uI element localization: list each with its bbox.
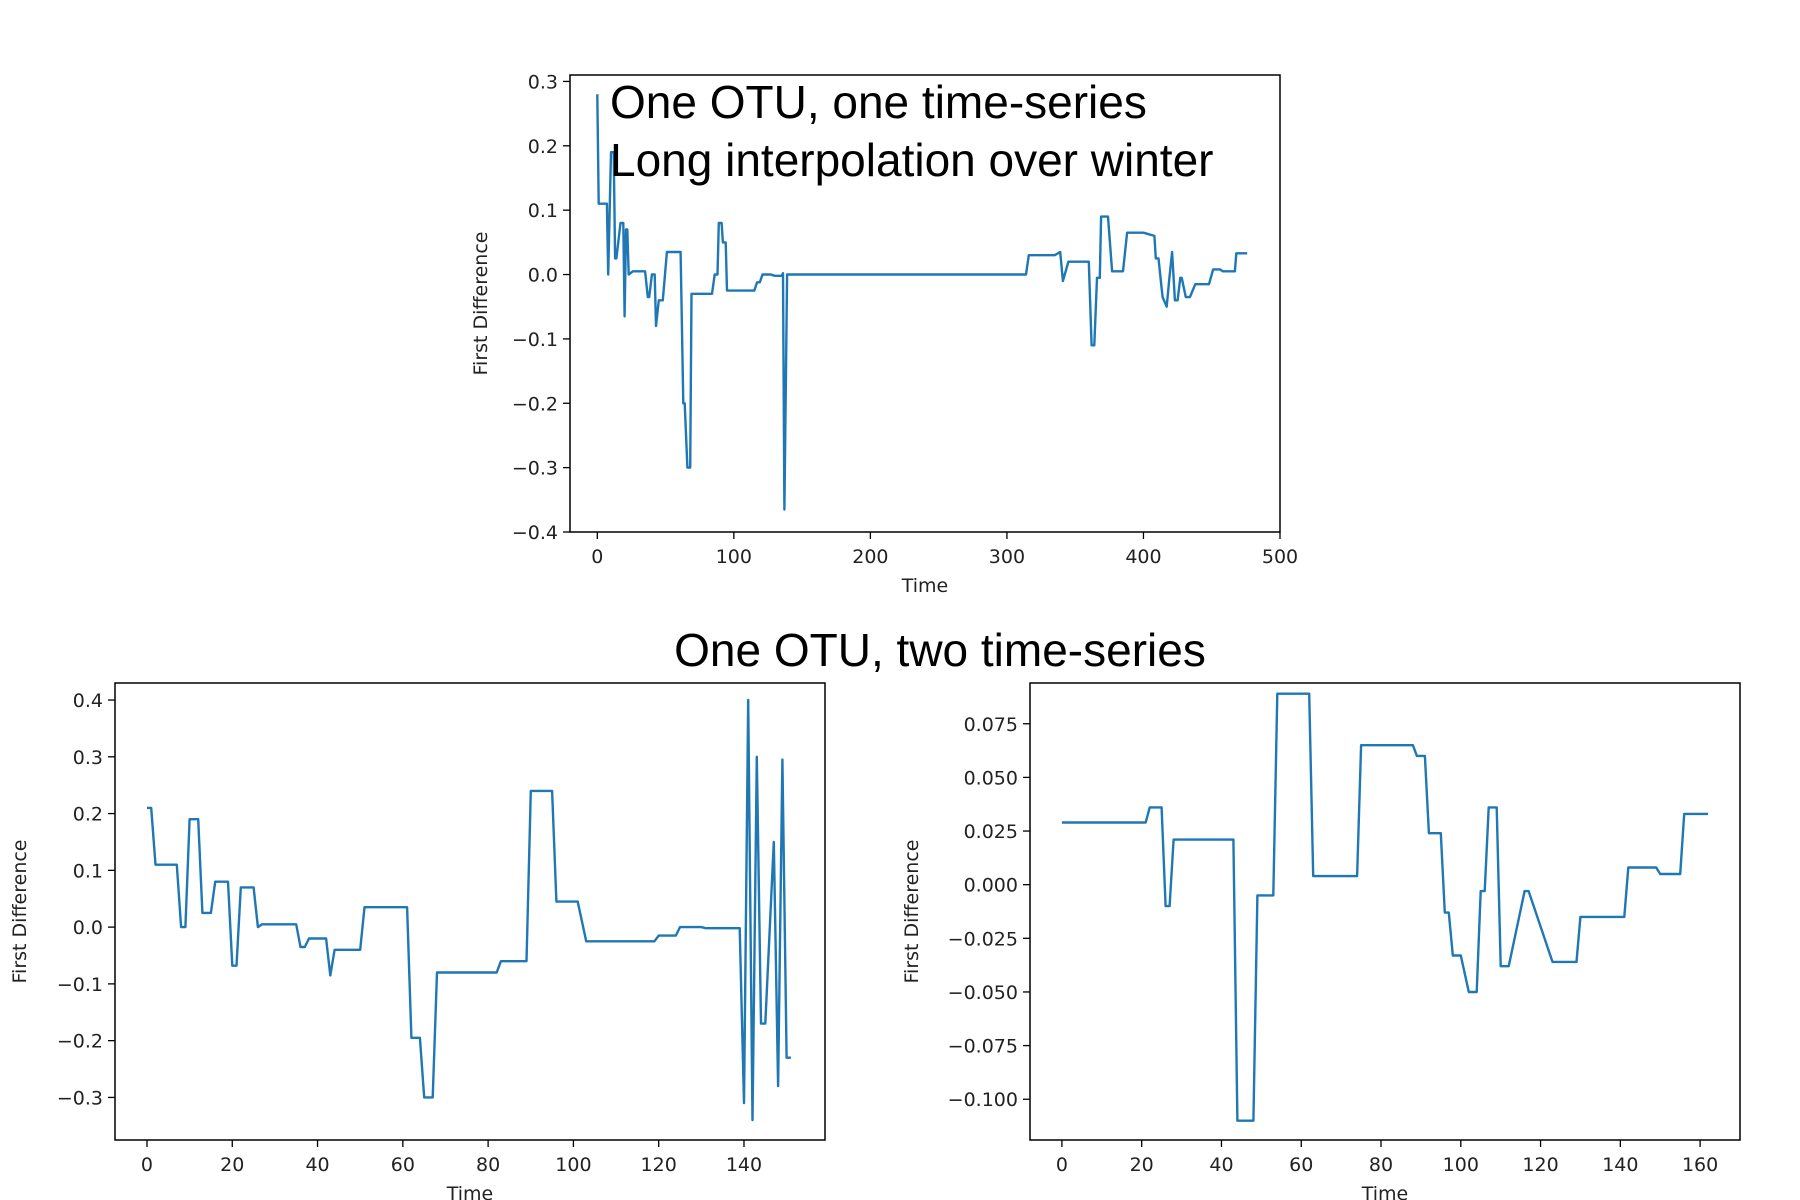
chart-bottom-right-x-tick-label: 120 <box>1522 1154 1558 1176</box>
bottom-heading: One OTU, two time-series <box>674 624 1206 676</box>
chart-top-x-axis-label: Time <box>901 575 949 597</box>
chart-top-y-tick-label: −0.2 <box>512 393 558 415</box>
chart-bottom-right-x-tick-label: 160 <box>1682 1154 1718 1176</box>
chart-top-y-axis-label: First Difference <box>470 232 492 376</box>
chart-bottom-right-y-tick-label: −0.050 <box>948 982 1018 1004</box>
chart-top-marks <box>596 94 1248 511</box>
chart-top-x-tick-label: 100 <box>716 546 752 568</box>
chart-bottom-left-y-tick-label: −0.1 <box>57 974 103 996</box>
chart-bottom-right-series-line <box>1061 692 1709 1122</box>
chart-bottom-right-y-tick-label: 0.025 <box>964 821 1018 843</box>
chart-top-x-tick-label: 0 <box>591 546 603 568</box>
chart-bottom-left-x-tick-label: 20 <box>220 1154 244 1176</box>
chart-bottom-right-y-tick-label: 0.050 <box>964 767 1018 789</box>
chart-top-x-tick-label: 200 <box>852 546 888 568</box>
chart-bottom-left: Time First Difference 0 20 40 60 80 100 120 140… <box>9 682 826 1200</box>
chart-bottom-left-x-tick-label: 80 <box>476 1154 500 1176</box>
chart-bottom-left-marks <box>147 698 791 1122</box>
chart-bottom-right-y-tick-label: 0.000 <box>964 875 1018 897</box>
chart-bottom-right-y-tick-label: −0.025 <box>948 928 1018 950</box>
chart-bottom-left-x-tick-label: 0 <box>141 1154 153 1176</box>
chart-bottom-right-x-axis-label: Time <box>1361 1183 1409 1200</box>
annotation-line-1: One OTU, one time-series <box>610 76 1147 128</box>
chart-bottom-right-y-axis-label: First Difference <box>901 840 923 984</box>
chart-bottom-right-y-tick-label: 0.075 <box>964 714 1018 736</box>
chart-bottom-left-y-axis-label: First Difference <box>9 840 31 984</box>
chart-bottom-left-frame <box>114 682 826 1141</box>
chart-bottom-right-x-tick-label: 80 <box>1369 1154 1393 1176</box>
chart-top-y-tick-label: 0.1 <box>528 200 558 222</box>
chart-bottom-right: Time First Difference 0 20 40 60 80 100 120 140… <box>901 682 1741 1200</box>
chart-top-y-tick-label: 0.0 <box>528 265 558 287</box>
chart-bottom-left-x-tick-label: 100 <box>555 1154 591 1176</box>
chart-bottom-left-y-tick-label: −0.2 <box>57 1031 103 1053</box>
chart-top-y-tick-label: −0.4 <box>512 522 558 544</box>
chart-bottom-left-series-line <box>147 698 791 1122</box>
chart-bottom-left-x-axis-label: Time <box>446 1183 494 1200</box>
chart-top-y-tick-label: −0.1 <box>512 329 558 351</box>
chart-top-frame <box>569 74 1281 533</box>
chart-bottom-right-marks <box>1061 692 1709 1122</box>
chart-top-series-line <box>596 94 1248 511</box>
annotation-line-2: Long interpolation over winter <box>610 134 1213 186</box>
chart-bottom-right-y-tick-label: −0.100 <box>948 1089 1018 1111</box>
chart-top-y-tick-label: 0.3 <box>528 71 558 93</box>
chart-bottom-left-x-tick-label: 140 <box>726 1154 762 1176</box>
chart-bottom-left-y-tick-label: 0.0 <box>73 917 103 939</box>
chart-bottom-left-y-tick-label: −0.3 <box>57 1087 103 1109</box>
chart-bottom-left-y-tick-label: 0.3 <box>73 747 103 769</box>
chart-top-x-tick-label: 300 <box>989 546 1025 568</box>
chart-bottom-right-x-tick-label: 100 <box>1443 1154 1479 1176</box>
chart-bottom-left-x-tick-label: 60 <box>391 1154 415 1176</box>
chart-bottom-left-y-tick-label: 0.4 <box>73 690 103 712</box>
chart-top-y-tick-label: −0.3 <box>512 458 558 480</box>
chart-bottom-left-y-tick-label: 0.2 <box>73 804 103 826</box>
chart-bottom-right-frame <box>1029 682 1741 1141</box>
chart-bottom-left-x-tick-label: 120 <box>641 1154 677 1176</box>
chart-bottom-right-x-tick-label: 0 <box>1056 1154 1068 1176</box>
chart-bottom-right-x-tick-label: 140 <box>1602 1154 1638 1176</box>
chart-bottom-left-x-tick-label: 40 <box>305 1154 329 1176</box>
chart-top: Time First Difference One OTU, one time-… <box>470 71 1298 597</box>
chart-bottom-right-x-tick-label: 40 <box>1209 1154 1233 1176</box>
chart-top-y-tick-label: 0.2 <box>528 136 558 158</box>
chart-top-x-tick-label: 400 <box>1125 546 1161 568</box>
chart-bottom-right-y-tick-label: −0.075 <box>948 1036 1018 1058</box>
chart-bottom-right-x-tick-label: 60 <box>1289 1154 1313 1176</box>
chart-bottom-left-y-tick-label: 0.1 <box>73 860 103 882</box>
chart-bottom-right-x-tick-label: 20 <box>1130 1154 1154 1176</box>
chart-top-x-tick-label: 500 <box>1262 546 1298 568</box>
